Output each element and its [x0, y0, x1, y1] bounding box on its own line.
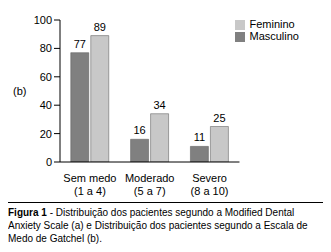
html-text:Masculino: Masculino [249, 30, 299, 43]
svg-text:89: 89 [94, 21, 106, 33]
svg-text:0: 0 [46, 156, 52, 168]
svg-text:(b): (b) [13, 85, 26, 97]
svg-text:100: 100 [34, 14, 52, 26]
svg-text:25: 25 [213, 112, 225, 124]
html-text:Figura 1 - Distribuição dos pa: Figura 1 - Distribuição dos pacientes se… [8, 207, 308, 244]
svg-text:80: 80 [40, 42, 52, 54]
svg-text:Moderado(5 a 7): Moderado(5 a 7) [125, 172, 175, 197]
svg-text:60: 60 [40, 71, 52, 83]
svg-text:Sem medo(1 a 4): Sem medo(1 a 4) [63, 172, 116, 197]
svg-text:77: 77 [74, 38, 86, 50]
svg-text:40: 40 [40, 99, 52, 111]
html-text:Feminino: Feminino [249, 18, 295, 30]
svg-text:Severo(8 a 10): Severo(8 a 10) [191, 172, 229, 197]
svg-text:11: 11 [194, 131, 205, 143]
svg-text:34: 34 [153, 99, 165, 111]
svg-text:20: 20 [40, 128, 52, 140]
svg-text:16: 16 [133, 124, 145, 136]
